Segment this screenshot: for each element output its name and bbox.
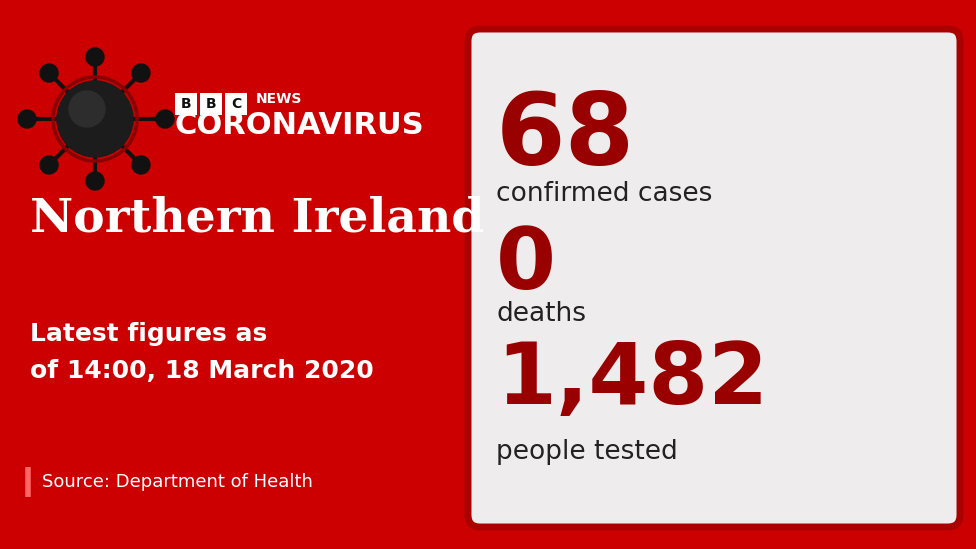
Circle shape (156, 110, 174, 128)
Text: confirmed cases: confirmed cases (496, 181, 712, 207)
Text: Latest figures as: Latest figures as (30, 322, 267, 346)
Circle shape (132, 64, 150, 82)
Circle shape (86, 48, 104, 66)
Text: NEWS: NEWS (256, 92, 303, 106)
Bar (175, 93, 197, 115)
Circle shape (69, 91, 105, 127)
Circle shape (40, 156, 58, 174)
Text: C: C (231, 97, 241, 111)
Bar (200, 93, 222, 115)
Text: Northern Ireland: Northern Ireland (30, 196, 484, 242)
Text: 68: 68 (496, 89, 635, 186)
Text: Source: Department of Health: Source: Department of Health (42, 473, 313, 491)
Text: B: B (206, 97, 217, 111)
Text: 1,482: 1,482 (496, 339, 768, 422)
Bar (225, 93, 247, 115)
Text: people tested: people tested (496, 439, 677, 465)
Text: B: B (181, 97, 191, 111)
Text: CORONAVIRUS: CORONAVIRUS (175, 111, 425, 141)
Circle shape (18, 110, 36, 128)
Text: 0: 0 (496, 224, 556, 307)
Text: deaths: deaths (496, 301, 586, 327)
Circle shape (57, 81, 133, 157)
Text: of 14:00, 18 March 2020: of 14:00, 18 March 2020 (30, 359, 374, 383)
Circle shape (132, 156, 150, 174)
FancyBboxPatch shape (468, 29, 960, 527)
Circle shape (86, 172, 104, 190)
Circle shape (40, 64, 58, 82)
